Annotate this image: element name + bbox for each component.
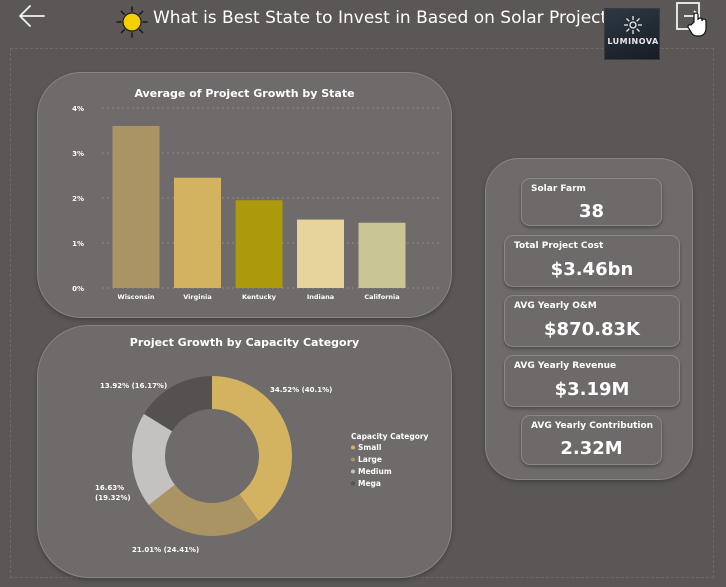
kpi-value: 38: [578, 201, 605, 222]
legend-marker: [351, 481, 355, 486]
bar: [174, 177, 221, 288]
kpi-panel: Solar Farm 38 Total Project Cost $3.46bn…: [485, 158, 693, 480]
bar-chart-title: Average of Project Growth by State: [134, 87, 355, 100]
y-tick-label: 2%: [72, 195, 84, 203]
y-tick-label: 0%: [72, 285, 84, 293]
legend-marker: [351, 469, 355, 474]
page-title: What is Best State to Invest in Based on…: [153, 8, 626, 28]
y-tick-label: 3%: [72, 150, 84, 158]
bar: [235, 200, 283, 288]
kpi-value: $3.46bn: [550, 259, 634, 280]
kpi-label: AVG Yearly Contribution: [531, 421, 654, 431]
slice-label: 13.92% (16.17%): [100, 382, 167, 390]
kpi-label: AVG Yearly O&M: [514, 301, 597, 311]
donut-slice: [143, 376, 212, 432]
donut-chart-title: Project Growth by Capacity Category: [129, 336, 360, 349]
donut-chart: 34.52% (40.1%) 21.01% (24.41%) 16.63% (19.3…: [95, 376, 429, 554]
donut-slice: [132, 413, 175, 505]
hand-cursor-icon: [687, 12, 707, 37]
kpi-card-avg-yearly-revenue: AVG Yearly Revenue $3.19M: [504, 355, 680, 407]
legend-item: Large: [358, 455, 382, 464]
legend-item: Medium: [358, 467, 392, 476]
kpi-card-avg-yearly-contribution: AVG Yearly Contribution 2.32M: [521, 415, 662, 465]
legend-marker: [351, 445, 355, 450]
kpi-value: $870.83K: [544, 319, 640, 340]
kpi-card-total-project-cost: Total Project Cost $3.46bn: [504, 235, 680, 287]
sun-icon: [116, 6, 148, 42]
legend-item: Small: [358, 443, 381, 452]
exit-icon[interactable]: [672, 0, 712, 44]
legend-title: Capacity Category: [351, 432, 429, 441]
x-tick-label: Kentucky: [242, 293, 277, 301]
logo-mark-icon: [624, 16, 642, 34]
x-tick-label: Virginia: [183, 293, 211, 301]
kpi-card-avg-yearly-om: AVG Yearly O&M $870.83K: [504, 295, 680, 347]
x-tick-label: California: [364, 293, 399, 301]
bar: [297, 219, 344, 288]
kpi-value: 2.32M: [560, 438, 623, 459]
legend-marker: [351, 457, 355, 462]
y-tick-label: 4%: [72, 105, 84, 113]
slice-label: 34.52% (40.1%): [270, 386, 332, 394]
donut-slice: [212, 376, 292, 522]
kpi-label: AVG Yearly Revenue: [514, 361, 617, 371]
bar: [358, 222, 406, 288]
slice-label: 21.01% (24.41%): [132, 546, 199, 554]
kpi-label: Solar Farm: [531, 184, 586, 194]
logo-text: LUMINOVA: [607, 37, 659, 46]
x-tick-label: Wisconsin: [118, 293, 155, 301]
bar-chart-panel: Average of Project Growth by State 0% 1% 2…: [37, 72, 452, 318]
x-tick-label: Indiana: [307, 293, 334, 301]
back-arrow-icon[interactable]: [16, 2, 48, 34]
legend-item: Mega: [358, 479, 381, 488]
kpi-value: $3.19M: [554, 379, 630, 400]
y-tick-label: 1%: [72, 240, 84, 248]
luminova-logo: LUMINOVA: [604, 8, 660, 60]
donut-chart-panel: Project Growth by Capacity Category 34.5…: [37, 325, 452, 578]
kpi-card-solar-farm: Solar Farm 38: [521, 178, 662, 226]
bar-chart: 0% 1% 2% 3% 4% Wisconsin Virginia Kentucky India…: [72, 105, 441, 301]
slice-label: 16.63%: [95, 484, 124, 492]
slice-label: (19.32%): [95, 494, 131, 502]
bar: [112, 126, 160, 288]
kpi-label: Total Project Cost: [514, 241, 604, 251]
donut-slice: [148, 484, 259, 536]
